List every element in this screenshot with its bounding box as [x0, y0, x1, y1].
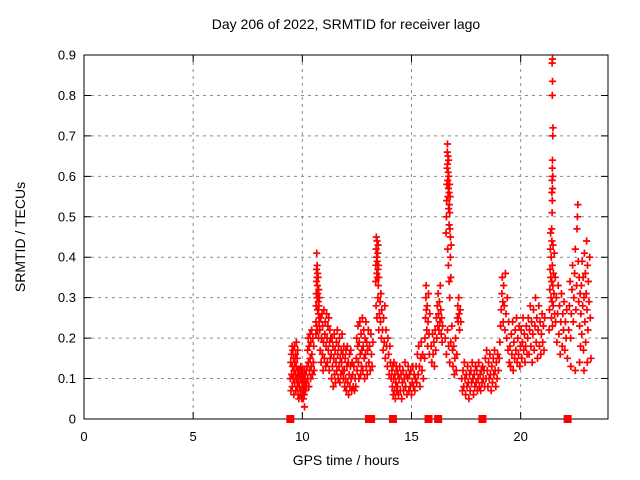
zero-value-marker — [424, 415, 433, 423]
zero-value-marker — [434, 415, 443, 423]
x-tick-label: 15 — [404, 429, 418, 444]
x-tick-label: 20 — [513, 429, 527, 444]
data-points — [286, 55, 595, 411]
y-tick-label: 0.9 — [58, 48, 76, 63]
y-tick-label: 0 — [69, 412, 76, 427]
x-tick-label: 0 — [80, 429, 87, 444]
plot-frame — [83, 54, 609, 420]
zero-value-marker — [563, 415, 572, 423]
x-axis-label: GPS time / hours — [292, 452, 400, 468]
y-tick-label: 0.6 — [58, 169, 76, 184]
zero-value-marker — [388, 415, 397, 423]
axis-ticks — [83, 54, 608, 420]
zero-value-marker — [367, 415, 376, 423]
zero-value-marker — [286, 415, 295, 423]
y-tick-label: 0.1 — [58, 371, 76, 386]
y-tick-label: 0.3 — [58, 290, 76, 305]
y-tick-label: 0.4 — [58, 250, 76, 265]
y-tick-label: 0.8 — [58, 88, 76, 103]
x-tick-label: 5 — [190, 429, 197, 444]
zero-value-marker — [478, 415, 487, 423]
gridlines — [84, 55, 608, 419]
chart-title: Day 206 of 2022, SRMTID for receiver lag… — [211, 16, 481, 32]
y-tick-label: 0.5 — [58, 209, 76, 224]
x-tick-label: 10 — [295, 429, 309, 444]
y-axis-label: SRMTID / TECUs — [12, 181, 28, 293]
y-tick-label: 0.7 — [58, 128, 76, 143]
y-tick-label: 0.2 — [58, 331, 76, 346]
